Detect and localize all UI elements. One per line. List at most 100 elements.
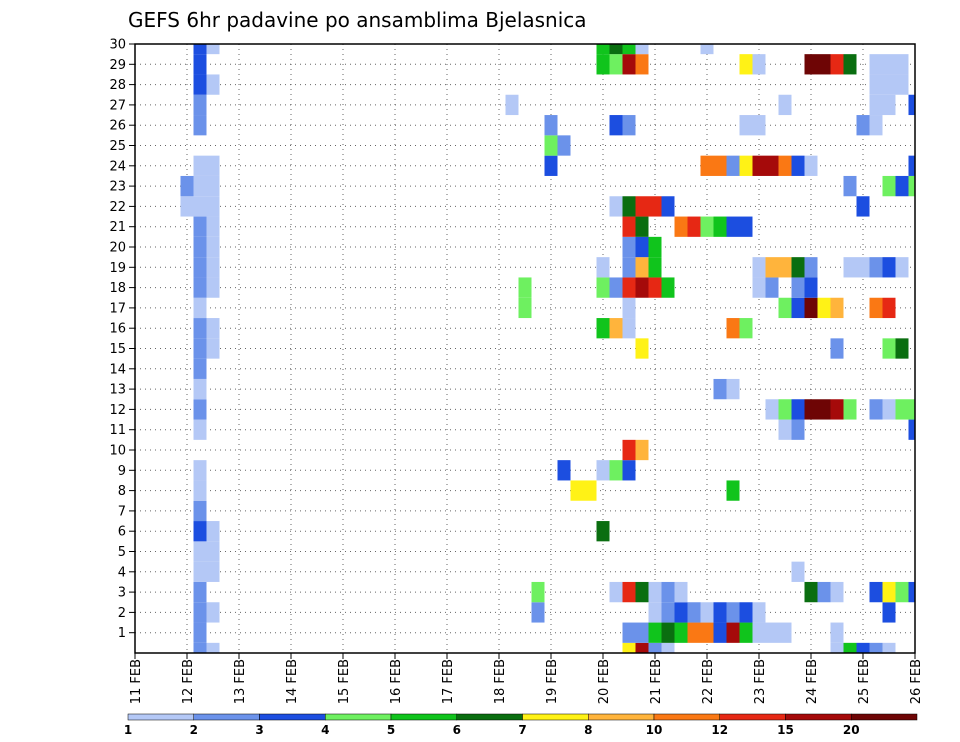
legend-swatch xyxy=(127,713,194,721)
y-tick-label: 13 xyxy=(109,383,126,398)
legend-label: 7 xyxy=(518,723,526,737)
heatmap-cell xyxy=(622,54,636,75)
x-tick-label: 21 FEB xyxy=(649,659,664,704)
heatmap-cell xyxy=(778,257,792,278)
legend-swatch xyxy=(259,713,326,721)
heatmap-cell xyxy=(804,399,818,420)
x-tick-label: 12 FEB xyxy=(181,659,196,704)
heatmap-cell xyxy=(206,175,220,197)
heatmap-cell xyxy=(622,460,636,481)
heatmap-cell xyxy=(661,196,675,217)
heatmap-cell xyxy=(778,155,792,176)
heatmap-cell xyxy=(206,338,220,359)
heatmap-cell xyxy=(193,257,207,278)
heatmap-cell xyxy=(622,297,636,319)
heatmap-cell xyxy=(908,581,915,603)
heatmap-cell xyxy=(193,318,207,339)
heatmap-cell xyxy=(635,338,649,359)
heatmap-cell xyxy=(622,236,636,258)
heatmap-cell xyxy=(882,74,896,95)
heatmap-cell xyxy=(622,439,636,461)
heatmap-cell xyxy=(193,561,207,582)
heatmap-cell xyxy=(765,155,779,176)
heatmap-cell xyxy=(752,622,766,643)
heatmap-cell xyxy=(804,297,818,319)
x-tick-label: 16 FEB xyxy=(389,659,404,704)
heatmap-cell xyxy=(180,196,194,217)
heatmap-cell xyxy=(687,602,701,623)
heatmap-cell xyxy=(622,44,636,55)
heatmap-cell xyxy=(622,257,636,278)
heatmap-cell xyxy=(778,94,792,116)
heatmap-cell xyxy=(674,622,688,643)
heatmap-cell xyxy=(596,257,610,278)
heatmap-cell xyxy=(635,277,649,298)
heatmap-cell xyxy=(193,358,207,379)
x-tick-label: 23 FEB xyxy=(753,659,768,704)
legend-label: 8 xyxy=(584,723,592,737)
heatmap-cell xyxy=(804,581,818,603)
heatmap-cell xyxy=(830,622,844,643)
heatmap-cell xyxy=(635,54,649,75)
heatmap-cell xyxy=(830,399,844,420)
heatmap-cell xyxy=(778,419,792,440)
heatmap-cell xyxy=(895,54,909,75)
heatmap-cell xyxy=(596,318,610,339)
heatmap-cell xyxy=(791,561,805,582)
heatmap-cell xyxy=(609,54,623,75)
legend-label: 15 xyxy=(777,723,794,737)
heatmap-cell xyxy=(206,216,220,237)
heatmap-cell xyxy=(622,581,636,603)
heatmap-cell xyxy=(648,581,662,603)
heatmap-cell xyxy=(193,115,207,136)
heatmap-cell xyxy=(882,642,896,653)
heatmap-cell xyxy=(869,74,883,95)
y-tick-label: 22 xyxy=(109,200,126,215)
heatmap-cell xyxy=(206,602,220,623)
heatmap-cell xyxy=(193,622,207,643)
heatmap-cell xyxy=(596,460,610,481)
heatmap-cell xyxy=(622,196,636,217)
heatmap-cell xyxy=(193,642,207,653)
heatmap-cell xyxy=(193,216,207,237)
heatmap-cell xyxy=(765,399,779,420)
chart-title: GEFS 6hr padavine po ansamblima Bjelasni… xyxy=(128,8,587,32)
heatmap-cell xyxy=(869,399,883,420)
heatmap-cell xyxy=(544,115,558,136)
y-tick-label: 17 xyxy=(109,301,126,316)
heatmap-cell xyxy=(869,297,883,319)
y-tick-label: 24 xyxy=(109,159,126,174)
heatmap-cell xyxy=(661,602,675,623)
heatmap-cell xyxy=(843,399,857,420)
heatmap-cell xyxy=(193,74,207,95)
heatmap-cell xyxy=(843,257,857,278)
legend-label: 10 xyxy=(646,723,663,737)
heatmap-cell xyxy=(557,135,571,156)
heatmap-cell xyxy=(544,155,558,176)
heatmap-cell xyxy=(193,175,207,197)
y-tick-label: 4 xyxy=(118,565,126,580)
heatmap-cell xyxy=(635,642,649,653)
heatmap-cell xyxy=(882,602,896,623)
heatmap-cell xyxy=(609,460,623,481)
x-tick-label: 24 FEB xyxy=(805,659,820,704)
y-tick-label: 15 xyxy=(109,342,126,357)
heatmap-cell xyxy=(648,196,662,217)
heatmap-cell xyxy=(908,175,915,197)
heatmap-cell xyxy=(817,297,831,319)
heatmap-cell xyxy=(193,297,207,319)
heatmap-cell xyxy=(193,277,207,298)
heatmap-cell xyxy=(908,155,915,176)
y-tick-label: 19 xyxy=(109,261,126,276)
y-tick-label: 11 xyxy=(109,423,126,438)
heatmap-cell xyxy=(804,257,818,278)
legend-swatch xyxy=(325,713,392,721)
heatmap-cell xyxy=(765,257,779,278)
heatmap-cell xyxy=(674,581,688,603)
x-axis: 11 FEB 12 FEB 13 FEB 14 FEB 15 FEB 16 FEB 17 F… xyxy=(129,653,924,704)
y-tick-label: 9 xyxy=(118,464,126,479)
heatmap-cell xyxy=(817,399,831,420)
heatmap-cell xyxy=(752,155,766,176)
y-tick-label: 18 xyxy=(109,281,126,296)
x-tick-label: 22 FEB xyxy=(701,659,716,704)
